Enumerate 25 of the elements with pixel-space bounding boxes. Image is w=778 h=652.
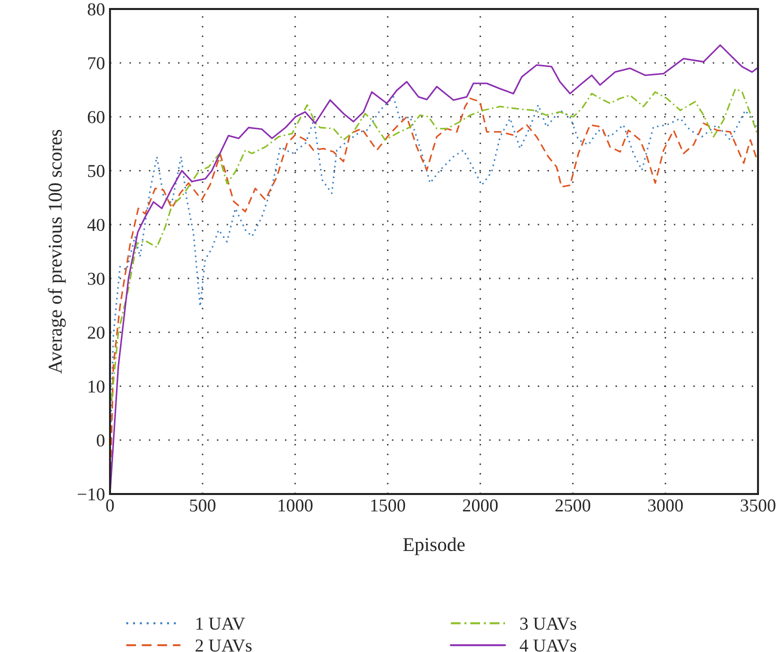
y-tick-label: 50 — [88, 164, 104, 178]
y-tick-label: 0 — [96, 434, 104, 447]
x-tick-label: 3000 — [648, 499, 683, 512]
y-tick-label: 30 — [88, 272, 104, 285]
x-tick-label: 1500 — [371, 499, 406, 512]
x-tick-label: 3500 — [740, 499, 776, 512]
y-tick-label: 10 — [88, 380, 104, 393]
line-series — [110, 88, 758, 400]
x-tick-label: 500 — [190, 499, 216, 512]
y-tick-label: −10 — [78, 488, 104, 500]
y-axis-title: Average of previous 100 scores — [48, 130, 66, 374]
y-tick-label: 60 — [88, 111, 104, 124]
y-tick-label: 20 — [88, 326, 104, 339]
legend-label: 2 UAVs — [196, 640, 252, 652]
legend-label: 4 UAVs — [520, 640, 576, 652]
y-tick-label: 80 — [88, 3, 104, 16]
x-tick-label: 2000 — [463, 499, 498, 512]
y-tick-label: 40 — [87, 218, 104, 231]
x-tick-label: 1000 — [278, 499, 313, 512]
x-tick-label: 0 — [106, 499, 114, 512]
y-tick-label: 70 — [88, 57, 104, 70]
x-tick-label: 2500 — [556, 499, 590, 512]
x-axis-title: Episode — [403, 537, 465, 556]
legend-label: 3 UAVs — [520, 618, 576, 630]
legend-label: 1 UAV — [196, 618, 245, 630]
